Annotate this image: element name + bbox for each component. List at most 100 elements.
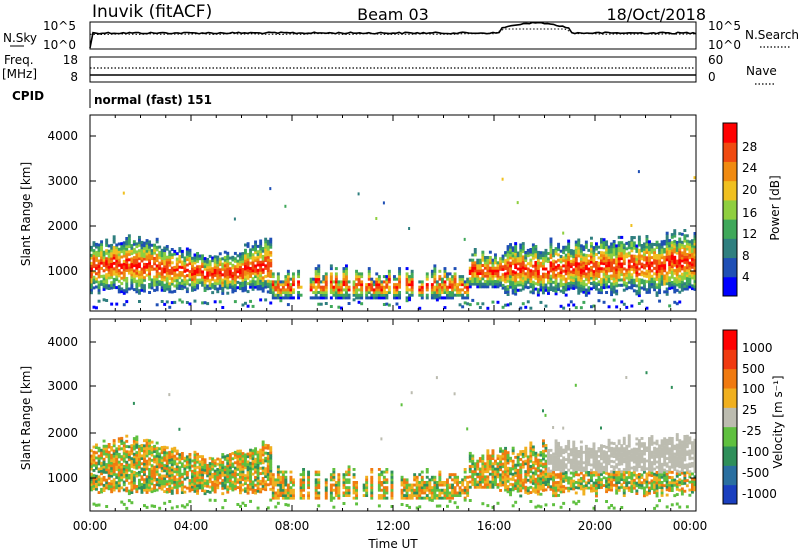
heatmap-cell: [279, 288, 283, 292]
heatmap-cell: [201, 468, 205, 472]
heatmap-cell: [120, 470, 124, 474]
heatmap-cell: [627, 264, 631, 268]
heatmap-cell: [539, 283, 543, 287]
heatmap-cell: [544, 267, 548, 271]
heatmap-cell: [105, 444, 109, 448]
heatmap-cell: [448, 296, 452, 300]
heatmap-cell: [150, 267, 154, 271]
heatmap-cell: [173, 480, 177, 484]
heatmap-cell: [552, 270, 556, 274]
heatmap-cell: [130, 470, 134, 474]
heatmap-cell: [264, 274, 268, 278]
heatmap-cell: [266, 271, 270, 275]
heatmap-cell: [658, 283, 662, 287]
heatmap-cell: [675, 283, 679, 287]
heatmap-cell: [478, 459, 482, 463]
heatmap-cell: [660, 264, 664, 268]
heatmap-cell: [506, 290, 510, 294]
heatmap-cell: [284, 277, 288, 281]
heatmap-cell: [478, 483, 482, 487]
heatmap-cell: [463, 496, 467, 500]
heatmap-cell: [435, 298, 439, 302]
heatmap-cell: [637, 259, 641, 263]
heatmap-cell: [478, 282, 482, 286]
heatmap-cell: [314, 285, 318, 289]
heatmap-cell: [201, 273, 205, 276]
heatmap-cell: [693, 282, 697, 286]
heatmap-cell: [521, 460, 525, 464]
heatmap-cell: [595, 266, 598, 270]
heatmap-cell: [173, 273, 177, 277]
heatmap-cell: [387, 303, 391, 307]
heatmap-cell: [246, 271, 250, 275]
heatmap-cell: [213, 461, 217, 465]
heatmap-cell: [120, 242, 124, 246]
heatmap-cell: [221, 289, 225, 293]
heatmap-cell: [231, 263, 235, 267]
heatmap-cell: [382, 201, 385, 205]
heatmap-cell: [178, 284, 182, 288]
heatmap-cell: [158, 460, 162, 464]
heatmap-cell: [329, 272, 333, 276]
heatmap-cell: [279, 483, 283, 487]
heatmap-cell: [643, 266, 646, 270]
heatmap-cell: [165, 282, 169, 286]
heatmap-cell: [534, 255, 538, 259]
heatmap-cell: [148, 251, 152, 255]
heatmap-cell: [196, 254, 200, 258]
heatmap-cell: [473, 483, 477, 487]
heatmap-cell: [582, 282, 586, 286]
heatmap-cell: [140, 470, 144, 473]
heatmap-cell: [266, 478, 270, 481]
heatmap-cell: [668, 276, 672, 280]
heatmap-cell: [569, 300, 573, 304]
heatmap-cell: [145, 467, 149, 471]
heatmap-cell: [514, 455, 518, 459]
heatmap-cell: [342, 473, 346, 477]
heatmap-cell: [138, 243, 141, 247]
heatmap-cell: [140, 462, 144, 466]
heatmap-cell: [496, 300, 500, 304]
heatmap-cell: [635, 247, 639, 251]
heatmap-cell: [403, 481, 407, 484]
heatmap-cell: [249, 267, 253, 270]
heatmap-cell: [138, 460, 141, 464]
heatmap-cell: [443, 488, 447, 492]
heatmap-cell: [115, 262, 119, 266]
heatmap-cell: [102, 261, 106, 265]
heatmap-cell: [125, 277, 129, 280]
heatmap-cell: [115, 275, 119, 279]
heatmap-cell: [188, 283, 192, 287]
heatmap-cell: [163, 458, 167, 462]
heatmap-cell: [292, 291, 295, 294]
heatmap-cell: [95, 258, 98, 262]
heatmap-cell: [345, 267, 348, 271]
heatmap-cell: [675, 278, 679, 282]
heatmap-cell: [382, 478, 386, 482]
heatmap-cell: [286, 491, 290, 495]
heatmap-cell: [380, 437, 383, 441]
heatmap-cell: [382, 475, 386, 479]
heatmap-cell: [400, 503, 404, 506]
heatmap-cell: [259, 266, 263, 270]
heatmap-cell: [511, 467, 515, 471]
heatmap-cell: [102, 476, 106, 479]
heatmap-cell: [602, 240, 606, 244]
heatmap-cell: [428, 491, 432, 495]
heatmap-cell: [461, 478, 465, 482]
heatmap-cell: [138, 278, 141, 282]
heatmap-cell: [208, 475, 212, 478]
heatmap-cell: [228, 481, 232, 485]
heatmap-cell: [203, 466, 207, 470]
heatmap-cell: [239, 260, 242, 264]
heatmap-cell: [630, 265, 634, 269]
heatmap-cell: [254, 478, 258, 482]
heatmap-cell: [625, 287, 629, 291]
heatmap-cell: [605, 253, 609, 257]
heatmap-cell: [302, 473, 306, 477]
heatmap-cell: [208, 485, 212, 489]
heatmap-cell: [196, 486, 200, 490]
heatmap-cell: [531, 243, 535, 247]
heatmap-cell: [564, 264, 568, 268]
heatmap-cell: [266, 255, 270, 259]
